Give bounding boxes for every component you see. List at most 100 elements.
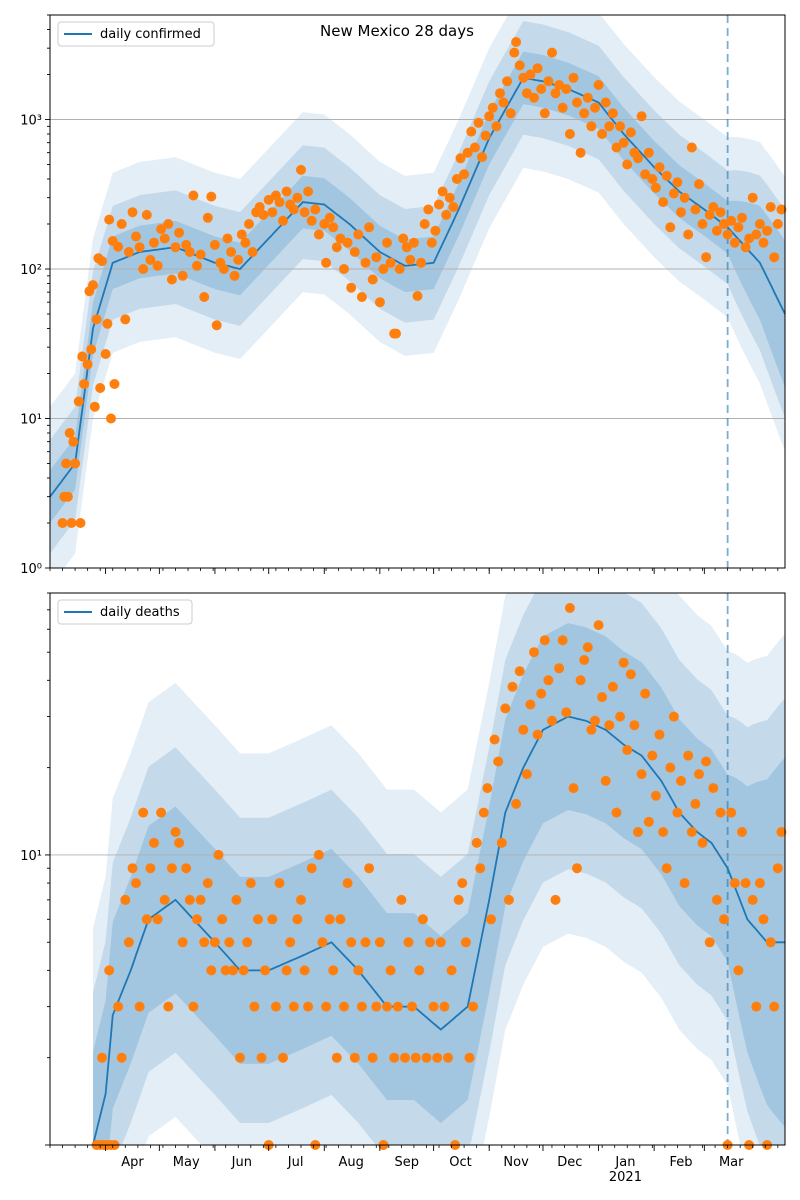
observed-point [579, 655, 590, 665]
observed-point [306, 863, 317, 874]
observed-point [503, 894, 514, 905]
observed-point [321, 1001, 332, 1012]
observed-point [184, 247, 195, 257]
legend-label: daily deaths [100, 605, 180, 620]
observed-point [765, 937, 776, 948]
observed-point [676, 207, 686, 218]
observed-point [401, 242, 412, 253]
observed-point [91, 314, 102, 325]
observed-point [697, 837, 708, 848]
observed-point [514, 666, 525, 677]
observed-point [493, 756, 504, 767]
observed-point [138, 807, 149, 818]
observed-point [149, 837, 159, 848]
chart-title: New Mexico 28 days [320, 22, 474, 40]
observed-point [719, 914, 729, 925]
observed-point [288, 1001, 299, 1012]
observed-point [441, 209, 452, 220]
observed-point [353, 965, 364, 976]
observed-point [177, 270, 188, 281]
observed-point [453, 894, 464, 905]
observed-point [776, 204, 787, 215]
observed-point [116, 219, 127, 229]
deaths-model-line [92, 715, 785, 1146]
observed-point [57, 518, 68, 528]
observed-point [529, 92, 539, 103]
observed-point [668, 188, 679, 199]
observed-point [640, 688, 651, 699]
y-tick-label: 10⁰ [20, 562, 42, 577]
x-tick-label: Mar [719, 1155, 744, 1170]
observed-point [754, 219, 765, 229]
confirmed-y-ticks: 10⁰ 10¹ 10² 10³ [20, 14, 50, 577]
observed-point [607, 108, 618, 119]
observed-point [607, 681, 618, 692]
observed-point [650, 182, 661, 193]
observed-point [451, 174, 462, 184]
observed-point [668, 711, 679, 722]
observed-point [622, 159, 633, 170]
observed-point [618, 657, 629, 668]
observed-point [643, 816, 654, 827]
observed-point [313, 849, 324, 860]
observed-point [335, 914, 346, 925]
observed-point [737, 827, 747, 837]
observed-point [480, 130, 491, 141]
observed-point [733, 222, 744, 233]
observed-point [163, 1001, 174, 1012]
observed-point [521, 88, 532, 99]
observed-point [174, 837, 185, 848]
observed-point [131, 231, 141, 242]
observed-point [715, 807, 726, 818]
observed-point [747, 894, 758, 905]
observed-point [417, 914, 428, 925]
x-tick-label: Jun [231, 1155, 252, 1170]
observed-point [68, 436, 79, 447]
observed-point [615, 121, 626, 132]
observed-point [532, 729, 543, 740]
observed-point [426, 237, 437, 248]
observed-point [715, 207, 726, 218]
observed-point [61, 458, 72, 469]
observed-point [414, 965, 425, 976]
observed-point [141, 914, 152, 925]
observed-point [590, 102, 600, 113]
observed-point [690, 798, 701, 809]
observed-point [486, 914, 496, 925]
observed-point [313, 229, 324, 240]
x-tick-label: Aug [338, 1155, 363, 1170]
observed-point [758, 914, 769, 925]
observed-point [611, 142, 622, 153]
observed-point [188, 1001, 199, 1012]
observed-point [127, 207, 138, 218]
observed-point [443, 1052, 453, 1063]
observed-point [394, 264, 405, 274]
observed-point [192, 260, 202, 271]
observed-point [704, 209, 715, 220]
observed-point [572, 863, 582, 874]
observed-point [539, 635, 550, 646]
observed-point [543, 675, 554, 686]
deaths-uncertainty-bands [93, 593, 785, 1145]
observed-point [303, 1001, 314, 1012]
observed-point [708, 783, 719, 794]
observed-point [412, 291, 423, 301]
observed-point [371, 1001, 382, 1012]
observed-point [374, 937, 385, 948]
observed-point [437, 186, 448, 197]
observed-point [270, 1001, 281, 1012]
observed-point [62, 491, 73, 502]
x-tick-label: Jan [614, 1155, 635, 1170]
observed-point [163, 219, 174, 229]
observed-point [299, 965, 310, 976]
observed-point [701, 252, 712, 263]
model-line [92, 715, 785, 1146]
observed-point [457, 878, 468, 889]
observed-point [636, 769, 647, 780]
observed-point [618, 137, 629, 148]
observed-point [711, 894, 722, 905]
observed-point [209, 239, 220, 250]
observed-point [661, 170, 672, 181]
observed-point [611, 807, 622, 818]
